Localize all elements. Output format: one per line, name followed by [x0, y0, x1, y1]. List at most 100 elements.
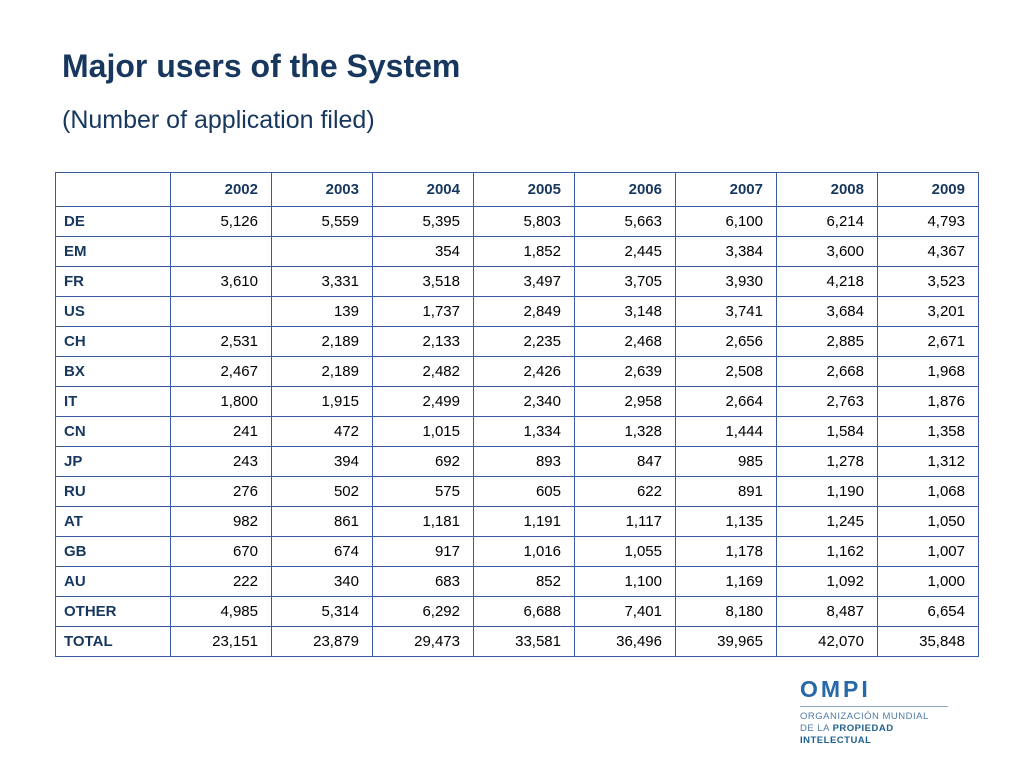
value-cell: 5,395	[372, 206, 474, 237]
logo-line-2: DE LA PROPIEDAD	[800, 723, 980, 735]
value-cell: 6,292	[372, 596, 474, 627]
value-cell: 340	[271, 566, 373, 597]
value-cell: 2,531	[170, 326, 272, 357]
value-cell: 1,162	[776, 536, 878, 567]
table-row: TOTAL 23,151 23,879 29,473 33,581 36,496 39,96…	[55, 626, 979, 657]
row-label: JP	[55, 446, 171, 477]
year-header: 2003	[271, 172, 373, 207]
value-cell: 39,965	[675, 626, 777, 657]
value-cell: 1,800	[170, 386, 272, 417]
value-cell: 502	[271, 476, 373, 507]
value-cell: 4,985	[170, 596, 272, 627]
table-row: RU 276 502 575 605 622 891 1,190 1,068	[55, 476, 979, 507]
value-cell: 23,151	[170, 626, 272, 657]
value-cell: 1,117	[574, 506, 676, 537]
value-cell: 3,201	[877, 296, 979, 327]
row-label: FR	[55, 266, 171, 297]
value-cell: 276	[170, 476, 272, 507]
value-cell: 1,181	[372, 506, 474, 537]
value-cell: 23,879	[271, 626, 373, 657]
value-cell: 2,499	[372, 386, 474, 417]
value-cell: 2,189	[271, 326, 373, 357]
table-row: AU 222 340 683 852 1,100 1,169 1,092 1,000	[55, 566, 979, 597]
row-label: DE	[55, 206, 171, 237]
table-row: US 139 1,737 2,849 3,148 3,741 3,684 3,201	[55, 296, 979, 327]
value-cell: 2,468	[574, 326, 676, 357]
value-cell: 622	[574, 476, 676, 507]
value-cell: 670	[170, 536, 272, 567]
value-cell: 1,000	[877, 566, 979, 597]
logo-line-1: ORGANIZACIÓN MUNDIAL	[800, 711, 929, 722]
value-cell: 6,214	[776, 206, 878, 237]
row-label: US	[55, 296, 171, 327]
value-cell: 1,245	[776, 506, 878, 537]
value-cell: 985	[675, 446, 777, 477]
value-cell: 891	[675, 476, 777, 507]
value-cell: 2,639	[574, 356, 676, 387]
value-cell: 5,126	[170, 206, 272, 237]
value-cell: 917	[372, 536, 474, 567]
value-cell: 1,050	[877, 506, 979, 537]
table-row: JP 243 394 692 893 847 985 1,278 1,312	[55, 446, 979, 477]
value-cell: 3,384	[675, 236, 777, 267]
value-cell: 1,278	[776, 446, 878, 477]
year-header: 2007	[675, 172, 777, 207]
value-cell: 3,610	[170, 266, 272, 297]
row-label: CH	[55, 326, 171, 357]
logo-line-2-prefix: DE LA	[800, 723, 830, 734]
row-label: IT	[55, 386, 171, 417]
value-cell: 139	[271, 296, 373, 327]
value-cell: 1,328	[574, 416, 676, 447]
value-cell: 3,684	[776, 296, 878, 327]
slide-subtitle: (Number of application filed)	[62, 106, 375, 134]
value-cell: 5,559	[271, 206, 373, 237]
value-cell: 2,763	[776, 386, 878, 417]
row-label: EM	[55, 236, 171, 267]
value-cell: 674	[271, 536, 373, 567]
value-cell: 3,705	[574, 266, 676, 297]
year-header: 2006	[574, 172, 676, 207]
value-cell: 1,016	[473, 536, 575, 567]
table-row: CH 2,531 2,189 2,133 2,235 2,468 2,656 2,885 2,6…	[55, 326, 979, 357]
value-cell: 472	[271, 416, 373, 447]
value-cell: 1,055	[574, 536, 676, 567]
value-cell: 575	[372, 476, 474, 507]
value-cell: 8,180	[675, 596, 777, 627]
value-cell: 2,671	[877, 326, 979, 357]
value-cell: 2,849	[473, 296, 575, 327]
row-label: BX	[55, 356, 171, 387]
table-row: BX 2,467 2,189 2,482 2,426 2,639 2,508 2,668 1,9…	[55, 356, 979, 387]
value-cell: 1,190	[776, 476, 878, 507]
value-cell: 1,100	[574, 566, 676, 597]
year-header: 2009	[877, 172, 979, 207]
slide-title: Major users of the System	[62, 48, 461, 84]
value-cell: 1,444	[675, 416, 777, 447]
value-cell	[170, 296, 272, 327]
value-cell: 1,191	[473, 506, 575, 537]
ompi-logo-acronym: OMPI	[800, 676, 871, 702]
value-cell	[170, 236, 272, 267]
value-cell: 605	[473, 476, 575, 507]
row-label: TOTAL	[55, 626, 171, 657]
row-label: RU	[55, 476, 171, 507]
table-row: CN 241 472 1,015 1,334 1,328 1,444 1,584 1,358	[55, 416, 979, 447]
value-cell: 1,852	[473, 236, 575, 267]
row-label: OTHER	[55, 596, 171, 627]
value-cell: 1,135	[675, 506, 777, 537]
value-cell: 2,426	[473, 356, 575, 387]
value-cell: 1,092	[776, 566, 878, 597]
value-cell: 36,496	[574, 626, 676, 657]
value-cell: 5,314	[271, 596, 373, 627]
value-cell: 852	[473, 566, 575, 597]
value-cell: 1,968	[877, 356, 979, 387]
value-cell: 1,007	[877, 536, 979, 567]
value-cell: 33,581	[473, 626, 575, 657]
value-cell: 1,015	[372, 416, 474, 447]
ompi-logo: OMPI ORGANIZACIÓN MUNDIAL DE LA PROPIEDA…	[800, 676, 980, 747]
value-cell	[271, 236, 373, 267]
value-cell: 6,100	[675, 206, 777, 237]
value-cell: 683	[372, 566, 474, 597]
value-cell: 2,189	[271, 356, 373, 387]
value-cell: 5,803	[473, 206, 575, 237]
value-cell: 692	[372, 446, 474, 477]
